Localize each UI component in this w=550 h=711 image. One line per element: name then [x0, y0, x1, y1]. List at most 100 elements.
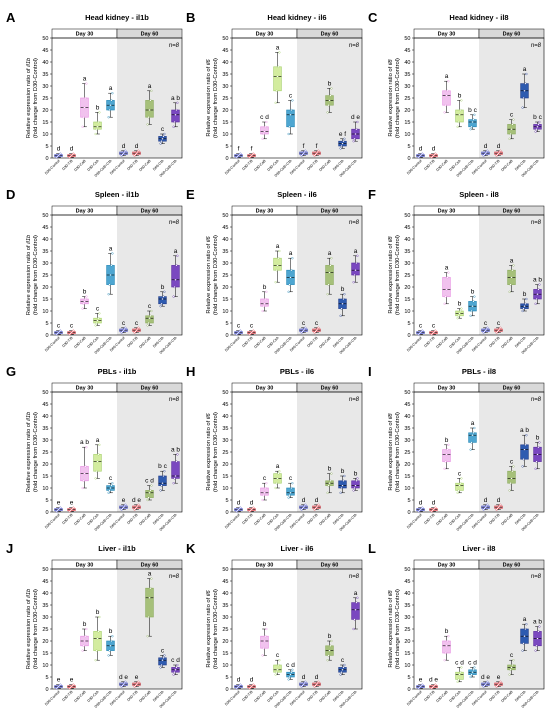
- y-tick-label: 15: [222, 651, 228, 657]
- n-label: n=8: [349, 574, 360, 580]
- data-point: [109, 273, 112, 277]
- significance-letter: a b: [171, 95, 180, 102]
- y-tick-label: 10: [42, 486, 48, 492]
- y-tick-label: 50: [222, 390, 228, 396]
- data-point: [276, 668, 279, 671]
- data-point: [174, 474, 177, 478]
- data-point: [291, 257, 294, 260]
- y-tick-label: 50: [404, 567, 410, 573]
- day30-label: Day 30: [438, 563, 456, 569]
- panel-J: J Liver - il1b Day 30 Day 60 n=8 0 5 10 15 20 25 30…: [6, 541, 183, 709]
- data-point: [470, 673, 473, 676]
- box: [145, 315, 154, 324]
- data-point: [473, 113, 476, 116]
- significance-letter: b: [96, 104, 100, 111]
- data-point: [252, 152, 255, 155]
- data-point: [443, 467, 446, 470]
- data-point: [472, 668, 475, 671]
- y-tick-label: 45: [404, 48, 410, 54]
- significance-letter: a: [148, 83, 152, 90]
- data-point: [262, 647, 265, 650]
- data-point: [538, 441, 541, 444]
- category-label: D30-CaB: [73, 512, 87, 526]
- data-point: [278, 249, 281, 253]
- data-point: [317, 503, 320, 506]
- data-point: [304, 149, 307, 152]
- y-tick-label: 10: [222, 309, 228, 315]
- data-point: [317, 149, 320, 152]
- data-point: [274, 281, 277, 284]
- y-tick-label: 0: [407, 687, 410, 693]
- box: [158, 296, 167, 305]
- y-tick-label: 45: [222, 402, 228, 408]
- significance-letter: a b: [533, 619, 542, 626]
- data-point: [508, 489, 511, 492]
- box: [286, 487, 295, 496]
- data-point: [98, 615, 101, 619]
- data-point: [98, 312, 101, 315]
- y-tick-label: 5: [45, 321, 48, 327]
- y-tick-label: 5: [407, 321, 410, 327]
- y-tick-label: 5: [225, 498, 228, 504]
- significance-letter: a: [289, 250, 293, 257]
- y-axis-label-2: (fold change from D30-Control): [395, 58, 401, 138]
- data-point: [512, 264, 515, 267]
- day60-label: Day 60: [141, 563, 159, 569]
- data-point: [446, 89, 449, 92]
- data-point: [472, 431, 475, 434]
- n-label: n=8: [349, 43, 360, 49]
- panel-title: PBLs - il1b: [98, 367, 137, 376]
- significance-letter: b: [445, 628, 449, 635]
- y-tick-label: 15: [222, 474, 228, 480]
- data-point: [352, 140, 355, 143]
- data-point: [508, 673, 511, 676]
- data-point: [176, 254, 179, 257]
- data-point: [445, 644, 448, 647]
- data-point: [110, 484, 113, 487]
- data-point: [137, 326, 140, 329]
- y-tick-label: 5: [225, 144, 228, 150]
- significance-letter: c: [57, 323, 61, 330]
- data-point: [287, 290, 290, 293]
- data-point: [277, 472, 280, 475]
- data-point: [290, 671, 293, 674]
- data-point: [352, 489, 355, 492]
- data-point: [326, 111, 329, 114]
- data-point: [263, 639, 266, 643]
- data-point: [110, 264, 113, 267]
- significance-letter: b: [458, 301, 462, 308]
- significance-letter: b c: [158, 463, 167, 470]
- y-tick-label: 15: [404, 297, 410, 303]
- significance-letter: d: [135, 143, 139, 150]
- significance-letter: e: [419, 677, 423, 684]
- data-point: [354, 608, 357, 611]
- data-point: [341, 142, 344, 145]
- y-tick-label: 25: [42, 273, 48, 279]
- y-tick-label: 30: [42, 84, 48, 90]
- y-tick-label: 30: [404, 261, 410, 267]
- significance-letter: c d: [260, 114, 269, 121]
- data-point: [264, 297, 267, 301]
- data-point: [261, 309, 264, 313]
- n-label: n=8: [349, 397, 360, 403]
- significance-letter: d: [315, 497, 319, 504]
- panel-F: F Spleen - il8 Day 30 Day 60 n=8 0 5 10 15 20 25 30…: [368, 187, 545, 355]
- data-point: [356, 120, 359, 124]
- data-point: [288, 125, 291, 128]
- data-point: [354, 132, 357, 136]
- y-tick-label: 50: [222, 213, 228, 219]
- data-point: [176, 453, 179, 456]
- data-point: [108, 649, 111, 652]
- data-point: [239, 329, 242, 332]
- significance-letter: b: [83, 289, 87, 296]
- data-point: [159, 489, 162, 492]
- data-point: [355, 128, 358, 131]
- data-point: [137, 149, 140, 152]
- data-point: [252, 506, 255, 509]
- significance-letter: a: [445, 73, 449, 80]
- data-point: [511, 470, 514, 473]
- day60-label: Day 60: [503, 32, 521, 38]
- data-point: [150, 577, 153, 580]
